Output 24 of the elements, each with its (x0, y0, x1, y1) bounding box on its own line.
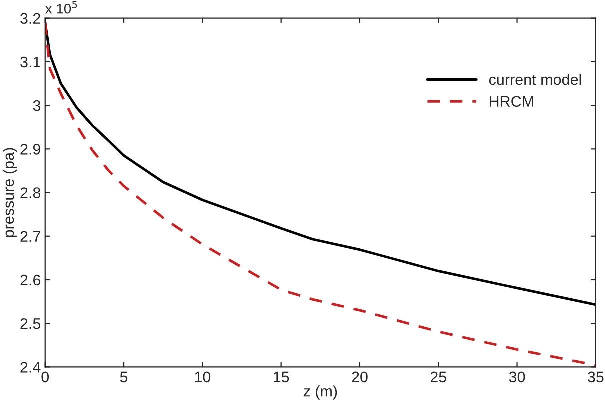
legend-label: HRCM (490, 96, 534, 108)
x-tick-label: 0 (42, 372, 50, 383)
y-tick-label: 3 (33, 100, 41, 112)
y-tick-label: 2.9 (20, 144, 40, 155)
x-tick-label: 30 (509, 372, 526, 383)
y-tick-label: 2.7 (20, 231, 40, 242)
x-tick-label: 25 (430, 372, 446, 383)
y-tick-label: 2.5 (20, 318, 41, 330)
y-tick-label: 2.8 (20, 188, 41, 198)
x-tick-label: 20 (352, 372, 368, 383)
legend-label: current model (489, 74, 582, 86)
text: x 10$^{5}$ (46, 1, 78, 14)
y-axis-title: pressure (pa) (2, 148, 18, 238)
y-tick-label: 2.4 (20, 362, 41, 373)
y-tick-label: 3.1 (20, 56, 40, 68)
x-tick-label: 15 (274, 372, 290, 383)
line-series (45, 21, 596, 367)
y-tick-label: 2.6 (20, 274, 41, 286)
x-axis-title: z (m) (304, 386, 338, 400)
x-tick-label: 10 (195, 372, 211, 383)
y-tick-label: 3.2 (20, 13, 40, 24)
line-series (45, 21, 596, 306)
x-tick-label: 5 (120, 372, 128, 383)
x-tick-label: 35 (588, 372, 604, 383)
